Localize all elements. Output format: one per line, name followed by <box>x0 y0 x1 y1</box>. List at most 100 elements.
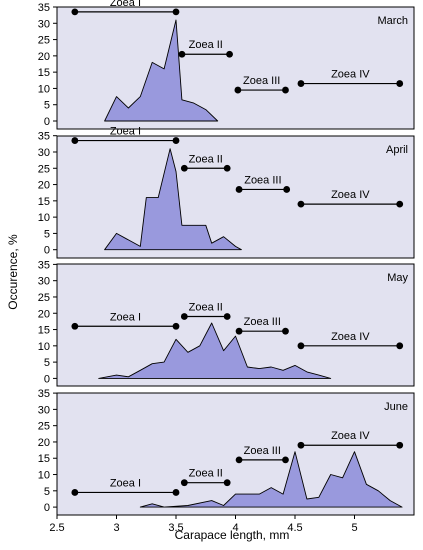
y-tick-label: 15 <box>38 325 50 337</box>
stage-bar-end <box>282 327 289 335</box>
stage-bar-start <box>234 86 242 94</box>
stage-label: Zoea II <box>189 39 223 51</box>
stage-bar-end <box>172 322 180 330</box>
y-tick-label: 35 <box>38 388 50 400</box>
x-tick-label: 3 <box>113 522 119 534</box>
stage-bar-end <box>223 313 231 320</box>
stage-label: Zoea III <box>244 174 281 186</box>
stage-bar-start <box>71 137 79 144</box>
stage-bar-start <box>297 441 305 449</box>
y-tick-label: 25 <box>38 163 50 175</box>
stage-bar-start <box>297 342 305 350</box>
y-tick-label: 35 <box>38 2 50 14</box>
series-area-june <box>139 451 403 508</box>
y-tick-label: 15 <box>38 67 50 79</box>
x-tick-label: 4 <box>232 522 238 534</box>
stage-bar-start <box>235 186 243 193</box>
stage-label: Zoea II <box>189 468 223 480</box>
y-tick-label: 0 <box>44 116 50 128</box>
stage-bar-start <box>180 313 188 320</box>
series-area-may <box>98 322 332 379</box>
stage-label: Zoea II <box>189 302 223 314</box>
y-tick-label: 25 <box>38 35 50 47</box>
panel-frame <box>56 6 415 130</box>
stage-bar-start <box>235 327 243 335</box>
y-tick-label: 20 <box>38 308 50 320</box>
panels: Zoea I Zoea II Zoea III Zoea IV March 0 5 10 15 2… <box>38 0 415 516</box>
panel-frame <box>56 263 415 387</box>
y-tick-label: 0 <box>44 502 50 514</box>
x-axis: 2.5 3 3.5 4 4.5 5 <box>49 515 358 534</box>
y-tick-label: 10 <box>38 83 50 95</box>
stage-bar-start <box>178 50 186 58</box>
stage-bar-end <box>396 200 404 208</box>
y-tick-label: 10 <box>38 470 50 482</box>
panel-march: Zoea I Zoea II Zoea III Zoea IV March 0 5 10 15 2… <box>38 0 415 130</box>
stage-bar-start <box>71 489 79 496</box>
y-tick-label: 0 <box>44 245 50 257</box>
panel-title: June <box>384 401 408 413</box>
stage-bar-start <box>71 322 79 330</box>
x-tick-label: 3.5 <box>168 522 183 534</box>
panel-april: Zoea I Zoea II Zoea III Zoea IV April 0 5 10 15 2… <box>38 126 415 259</box>
stage-bar-end <box>223 479 231 487</box>
panel-title: April <box>386 144 408 156</box>
y-tick-label: 20 <box>38 51 50 63</box>
stage-bar-start <box>297 80 305 87</box>
stage-bar-end <box>396 441 404 449</box>
stage-bar-end <box>172 137 180 144</box>
stage-bar-start <box>180 479 188 487</box>
stage-label: Zoea IV <box>331 189 370 201</box>
stage-bar-end <box>172 489 180 496</box>
stage-bar-end <box>226 50 233 58</box>
stage-label: Zoea III <box>244 445 281 457</box>
x-axis-label: Carapace length, mm <box>175 528 290 542</box>
stage-bar-end <box>172 8 180 16</box>
stage-label: Zoea I <box>110 126 141 138</box>
stage-label: Zoea I <box>110 0 141 9</box>
stage-bar-start <box>180 164 188 172</box>
stage-bar-end <box>223 164 231 172</box>
y-tick-label: 25 <box>38 421 50 433</box>
stage-bar-end <box>283 186 291 193</box>
series-area-april <box>104 148 242 251</box>
y-tick-label: 20 <box>38 180 50 192</box>
y-tick-label: 15 <box>38 196 50 208</box>
y-tick-label: 35 <box>38 131 50 143</box>
y-tick-label: 35 <box>38 259 50 271</box>
stage-label: Zoea IV <box>331 430 370 442</box>
y-tick-label: 15 <box>38 453 50 465</box>
x-tick-label: 2.5 <box>49 522 64 534</box>
y-tick-label: 5 <box>44 357 50 369</box>
stage-label: Zoea III <box>243 75 280 87</box>
stage-bar-end <box>282 86 289 94</box>
stage-label: Zoea IV <box>331 69 370 81</box>
stage-bar-end <box>396 342 404 350</box>
stage-label: Zoea I <box>110 311 141 323</box>
y-tick-label: 30 <box>38 276 50 288</box>
y-tick-label: 30 <box>38 404 50 416</box>
y-tick-label: 5 <box>44 228 50 240</box>
stage-label: Zoea IV <box>331 331 370 343</box>
y-tick-label: 25 <box>38 292 50 304</box>
panel-frame <box>56 135 415 259</box>
stage-bar-start <box>71 8 79 16</box>
panel-title: March <box>377 15 408 27</box>
y-tick-label: 10 <box>38 212 50 224</box>
stage-label: Zoea I <box>110 477 141 489</box>
stage-bar-start <box>297 200 305 208</box>
y-tick-label: 0 <box>44 373 50 385</box>
panel-title: May <box>387 272 408 284</box>
y-tick-label: 30 <box>38 18 50 30</box>
stage-bar-end <box>396 80 404 87</box>
y-axis-label: Occurence, % <box>6 234 20 310</box>
y-tick-label: 20 <box>38 437 50 449</box>
stage-label: Zoea III <box>244 316 281 328</box>
x-tick-label: 4.5 <box>287 522 302 534</box>
stage-bar-end <box>282 456 289 464</box>
x-tick-label: 5 <box>351 522 357 534</box>
stage-bar-start <box>235 456 243 464</box>
panel-june: Zoea I Zoea II Zoea III Zoea IV June 0 5 10 15 20… <box>38 388 415 516</box>
y-tick-label: 5 <box>44 100 50 112</box>
